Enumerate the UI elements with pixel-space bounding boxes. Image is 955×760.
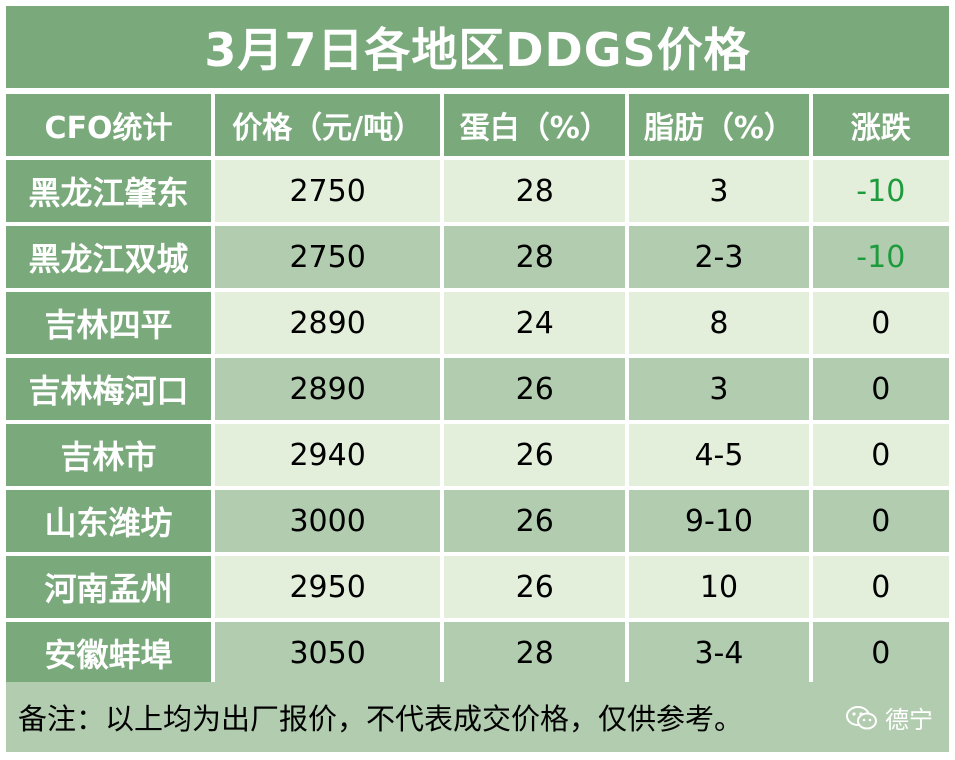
header-cell-source: CFO统计 — [6, 94, 212, 156]
protein-cell: 28 — [444, 160, 626, 222]
fat-cell: 8 — [629, 292, 809, 354]
price-cell: 3000 — [215, 490, 441, 552]
price-cell: 2750 — [215, 226, 441, 288]
table-row: 黑龙江肇东 2750 28 3 -10 — [6, 160, 949, 222]
region-cell: 黑龙江双城 — [6, 226, 212, 288]
header-cell-price: 价格（元/吨） — [215, 94, 441, 156]
header-cell-protein: 蛋白（%） — [444, 94, 626, 156]
change-cell: 0 — [812, 292, 949, 354]
protein-cell: 28 — [444, 622, 626, 684]
region-cell: 吉林梅河口 — [6, 358, 212, 420]
table-row: 吉林四平 2890 24 8 0 — [6, 292, 949, 354]
region-cell: 黑龙江肇东 — [6, 160, 212, 222]
price-cell: 2890 — [215, 292, 441, 354]
price-cell: 3050 — [215, 622, 441, 684]
change-cell: 0 — [812, 424, 949, 486]
price-cell: 2950 — [215, 556, 441, 618]
protein-cell: 26 — [444, 556, 626, 618]
change-cell: 0 — [812, 622, 949, 684]
fat-cell: 3 — [629, 358, 809, 420]
watermark-text: 德宁 — [885, 706, 933, 734]
footer-note: 备注：以上均为出厂报价，不代表成交价格，仅供参考。 — [6, 682, 949, 752]
price-cell: 2890 — [215, 358, 441, 420]
region-cell: 吉林四平 — [6, 292, 212, 354]
protein-cell: 24 — [444, 292, 626, 354]
fat-cell: 4-5 — [629, 424, 809, 486]
change-cell: -10 — [812, 226, 949, 288]
fat-cell: 10 — [629, 556, 809, 618]
region-cell: 安徽蚌埠 — [6, 622, 212, 684]
protein-cell: 26 — [444, 490, 626, 552]
fat-cell: 9-10 — [629, 490, 809, 552]
watermark: 德宁 — [845, 700, 933, 735]
price-table: CFO统计 价格（元/吨） 蛋白（%） 脂肪（%） 涨跌 黑龙江肇东 2750 … — [6, 94, 949, 688]
change-cell: 0 — [812, 556, 949, 618]
table-row: 黑龙江双城 2750 28 2-3 -10 — [6, 226, 949, 288]
wechat-icon — [846, 705, 877, 729]
table-row: 河南孟州 2950 26 10 0 — [6, 556, 949, 618]
region-cell: 河南孟州 — [6, 556, 212, 618]
header-cell-fat: 脂肪（%） — [629, 94, 809, 156]
change-cell: 0 — [812, 358, 949, 420]
table-row: 安徽蚌埠 3050 28 3-4 0 — [6, 622, 949, 684]
change-cell: 0 — [812, 490, 949, 552]
table-row: 山东潍坊 3000 26 9-10 0 — [6, 490, 949, 552]
table-row: 吉林梅河口 2890 26 3 0 — [6, 358, 949, 420]
price-cell: 2750 — [215, 160, 441, 222]
table-header-row: CFO统计 价格（元/吨） 蛋白（%） 脂肪（%） 涨跌 — [6, 94, 949, 156]
protein-cell: 26 — [444, 424, 626, 486]
fat-cell: 2-3 — [629, 226, 809, 288]
fat-cell: 3-4 — [629, 622, 809, 684]
fat-cell: 3 — [629, 160, 809, 222]
protein-cell: 26 — [444, 358, 626, 420]
change-cell: -10 — [812, 160, 949, 222]
table-row: 吉林市 2940 26 4-5 0 — [6, 424, 949, 486]
region-cell: 吉林市 — [6, 424, 212, 486]
region-cell: 山东潍坊 — [6, 490, 212, 552]
header-cell-change: 涨跌 — [812, 94, 949, 156]
protein-cell: 28 — [444, 226, 626, 288]
price-cell: 2940 — [215, 424, 441, 486]
page-title: 3月7日各地区DDGS价格 — [6, 6, 949, 88]
